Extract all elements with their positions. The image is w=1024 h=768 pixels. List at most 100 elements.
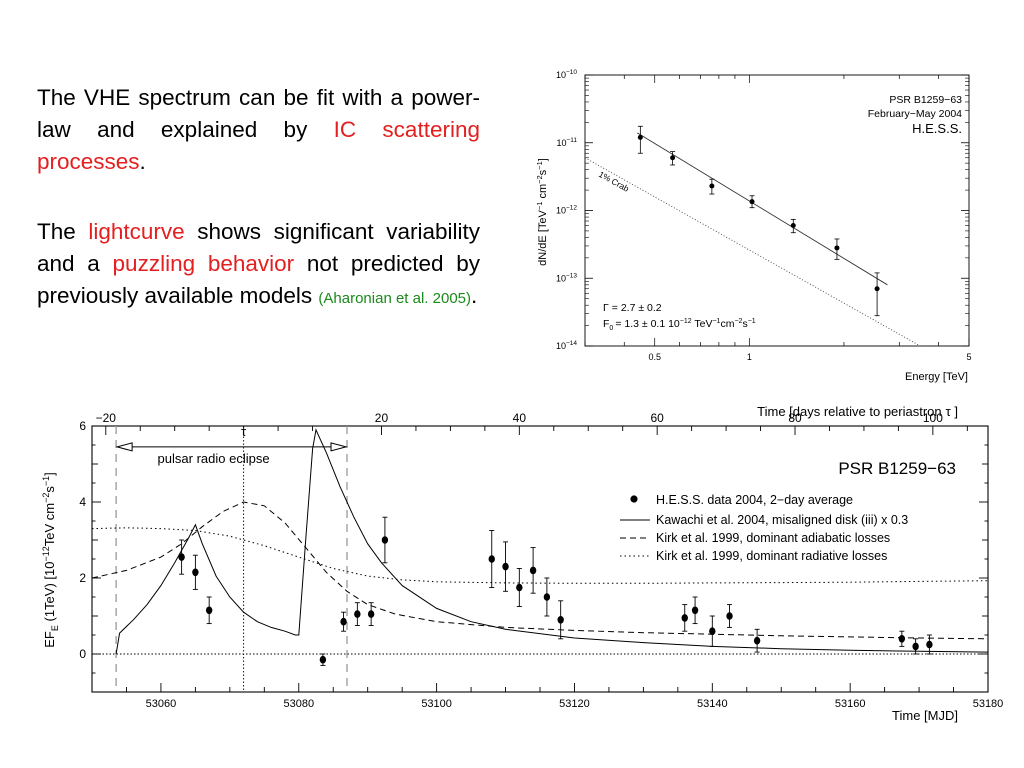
lightcurve-y-tick-label: 2 — [79, 571, 86, 585]
spectrum-y-tick-base: 10 — [556, 273, 566, 283]
model-curve-solid — [115, 428, 989, 655]
lightcurve-data-point — [178, 553, 185, 561]
ylabel-rest: (1TeV) [10 — [42, 562, 57, 626]
spectrum-title-date: February−May 2004 — [868, 108, 962, 120]
lightcurve-x-tick-labels: 53060 53080 53100 53120 53140 53160 53180 — [146, 698, 1004, 710]
eclipse-arrow-left-head — [115, 442, 133, 452]
paragraph-lightcurve: The lightcurve shows significant variabi… — [37, 216, 480, 315]
spectrum-y-tick-exp: −12 — [566, 205, 577, 212]
spectrum-x-tick-labels: 0.5 1 5 — [648, 352, 971, 362]
lightcurve-top-tick-label: 100 — [923, 411, 943, 425]
tau-periastron-label: τ — [241, 424, 247, 439]
top-axis-label-text: Time [days relative to periastron — [757, 404, 941, 419]
lightcurve-data-point — [205, 606, 213, 615]
spectrum-data-point — [709, 183, 715, 189]
lightcurve-x-axis-label: Time [MJD] — [892, 708, 958, 723]
spectrum-x-tick-label: 1 — [747, 352, 752, 362]
f0-unit-cm: cm — [720, 318, 734, 330]
lightcurve-data-point — [354, 610, 361, 618]
p2-highlight-puzzling: puzzling behavior — [112, 251, 295, 276]
spectrum-y-tick-label: 10−12 — [556, 205, 577, 216]
spectrum-data-point — [637, 134, 643, 140]
ylabel-end: ] — [42, 472, 57, 476]
spectrum-y-tick-exp: −14 — [566, 340, 577, 347]
lightcurve-points — [178, 516, 933, 666]
legend-label-data: H.E.S.S. data 2004, 2−day average — [656, 493, 853, 507]
ylabel-exp3: −1 — [535, 161, 544, 170]
lightcurve-data-point — [557, 616, 564, 624]
lightcurve-data-point — [912, 642, 919, 651]
spectrum-x-tick-label: 0.5 — [648, 352, 661, 362]
lightcurve-title: PSR B1259−63 — [838, 459, 956, 478]
lightcurve-chart: 53060 53080 53100 53120 53140 53160 53180 −20 2… — [41, 404, 1004, 723]
ylabel-exp1: −1 — [535, 202, 544, 211]
ylabel-exp2: −2 — [41, 493, 51, 503]
lightcurve-legend: H.E.S.S. data 2004, 2−day average Kawach… — [620, 493, 908, 563]
lightcurve-data-point — [926, 640, 933, 649]
lightcurve-guides — [92, 426, 988, 692]
lightcurve-y-tick-label: 0 — [79, 647, 86, 661]
f0-unit-s: s — [742, 318, 747, 330]
gamma-symbol: Γ — [603, 302, 609, 314]
eclipse-arrow-right-head — [330, 442, 348, 452]
spectrum-y-tick-base: 10 — [556, 138, 566, 148]
legend-label-kirk-adiabatic: Kirk et al. 1999, dominant adiabatic los… — [656, 531, 890, 545]
lightcurve-y-axis-label: EFE (1TeV) [10−12TeV cm−2s−1] — [41, 472, 60, 648]
lightcurve-data-point — [726, 612, 733, 620]
spectrum-points — [637, 125, 880, 317]
legend-label-kirk-radiative: Kirk et al. 1999, dominant radiative los… — [656, 549, 887, 563]
p2-reference: (Aharonian et al. 2005) — [318, 290, 472, 307]
lightcurve-top-tick-label: 20 — [375, 411, 389, 425]
f0-unit-exp1: −1 — [712, 318, 720, 325]
spectrum-fit-line — [637, 132, 888, 286]
lightcurve-data-point — [691, 606, 699, 615]
ylabel-part0: dN/dE [TeV — [537, 210, 549, 266]
spectrum-data-point — [874, 286, 880, 292]
lightcurve-top-tick-label: 40 — [513, 411, 527, 425]
lightcurve-data-point — [340, 617, 347, 626]
spectrum-x-axis-label: Energy [TeV] — [905, 371, 968, 383]
ylabel-part4: s — [537, 169, 549, 175]
lightcurve-data-point — [709, 627, 716, 635]
legend-marker-data — [630, 495, 638, 503]
crab-label: 1% Crab — [597, 169, 631, 194]
f0-fit-text: F0 = 1.3 ± 0.1 10−12 TeV−1cm−2s−1 — [603, 318, 756, 332]
lightcurve-x-tick-label: 53080 — [283, 698, 314, 710]
spectrum-ticks — [584, 74, 970, 347]
paragraph-spectrum: The VHE spectrum can be fit with a power… — [37, 82, 480, 178]
ylabel-part6: ] — [537, 158, 549, 161]
ylabel-ef: EF — [42, 631, 57, 648]
lightcurve-x-tick-label: 53180 — [973, 698, 1004, 710]
spectrum-y-tick-label: 10−10 — [556, 69, 577, 80]
lightcurve-data-point — [381, 536, 389, 544]
p1-end: . — [139, 149, 146, 174]
spectrum-y-tick-exp: −11 — [566, 137, 577, 144]
ylabel-exp3: −1 — [41, 476, 51, 486]
ylabel-s: s — [42, 486, 57, 493]
f0-unit: TeV — [692, 318, 713, 330]
f0-exp: −12 — [680, 318, 692, 325]
f0-value: = 1.3 ± 0.1 10 — [615, 318, 680, 330]
lightcurve-y-tick-label: 4 — [79, 495, 86, 509]
ylabel-exp1: −12 — [41, 546, 51, 561]
lightcurve-data-point — [753, 636, 761, 645]
spectrum-x-tick-label: 5 — [966, 352, 971, 362]
spectrum-y-tick-exp: −10 — [566, 69, 577, 76]
lightcurve-top-axis-label: Time [days relative to periastron τ ] — [757, 404, 958, 419]
lightcurve-ticks — [91, 425, 989, 693]
p2-end: . — [471, 283, 478, 308]
spectrum-y-tick-base: 10 — [556, 341, 566, 351]
lightcurve-x-tick-label: 53140 — [697, 698, 728, 710]
spectrum-data-point — [670, 155, 676, 161]
lightcurve-x-tick-label: 53100 — [421, 698, 452, 710]
lightcurve-y-tick-labels: 0 2 4 6 — [79, 419, 86, 661]
lightcurve-data-point — [898, 635, 906, 643]
lightcurve-x-tick-label: 53060 — [146, 698, 177, 710]
top-axis-label-end: ] — [951, 404, 958, 419]
spectrum-y-tick-base: 10 — [556, 206, 566, 216]
ylabel-exp2: −2 — [535, 175, 544, 184]
lightcurve-model-lines — [91, 428, 989, 655]
model-curve-dashed — [91, 501, 989, 640]
spectrum-y-tick-label: 10−11 — [556, 137, 577, 148]
